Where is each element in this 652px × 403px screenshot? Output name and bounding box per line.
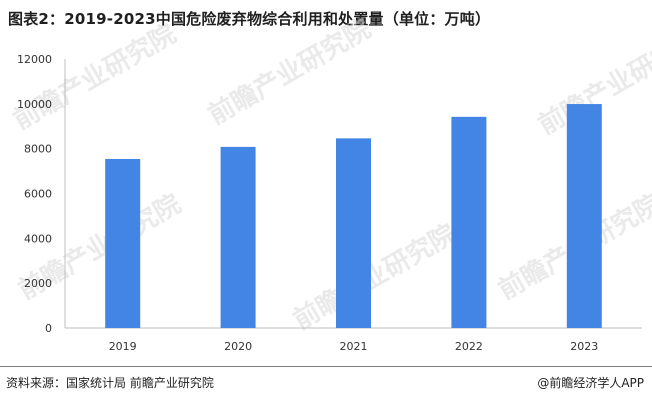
footer-divider [0,366,652,367]
y-tick-label: 10000 [17,98,52,111]
x-tick-label: 2022 [455,340,483,353]
source-note: 资料来源：国家统计局 前瞻产业研究院 [6,376,214,390]
chart-title: 图表2：2019-2023中国危险废弃物综合利用和处置量（单位：万吨） [8,10,491,28]
watermark-text: 前瞻产业研究院 [8,18,181,136]
credit-note: @前瞻经济学人APP [537,376,644,390]
x-tick-labels: 2019 2020 2021 2022 2023 [109,340,599,353]
bar-2021 [336,138,371,328]
bar-2020 [220,146,256,328]
y-tick-label: 12000 [17,53,52,66]
bar-2019 [105,158,141,328]
y-tick-label: 4000 [24,232,52,245]
bar-2023 [566,104,602,329]
y-tick-label: 0 [45,322,52,335]
x-tick-label: 2020 [224,340,252,353]
watermark-text: 前瞻产业研究院 [203,13,376,131]
y-tick-label: 2000 [24,277,52,290]
watermark-text: 前瞻产业研究院 [288,218,461,336]
bar-chart: 前瞻产业研究院 前瞻产业研究院 前瞻产业研究院 前瞻产业研究院 前瞻产业研究院 … [8,13,652,353]
watermark-layer: 前瞻产业研究院 前瞻产业研究院 前瞻产业研究院 前瞻产业研究院 前瞻产业研究院 … [8,13,652,336]
bar-2022 [451,116,487,329]
y-tick-label: 6000 [24,188,52,201]
x-tick-label: 2021 [340,340,368,353]
y-tick-label: 8000 [24,143,52,156]
x-tick-label: 2019 [109,340,137,353]
y-tick-labels: 0 2000 4000 6000 8000 10000 12000 [17,53,52,335]
bars [105,104,602,329]
x-tick-label: 2023 [570,340,598,353]
